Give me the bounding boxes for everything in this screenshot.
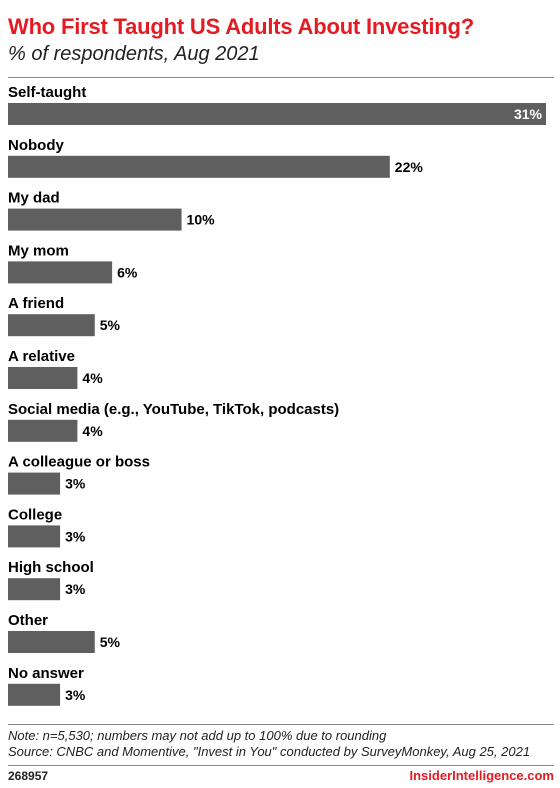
category-label: Self-taught — [8, 84, 86, 101]
category-label: College — [8, 506, 62, 523]
value-label: 10% — [187, 212, 216, 228]
bar — [8, 155, 390, 178]
category-label: A relative — [8, 348, 75, 365]
chart-note: Note: n=5,530; numbers may not add up to… — [8, 728, 387, 743]
bar — [8, 525, 61, 548]
value-label: 3% — [65, 581, 86, 597]
bar — [8, 261, 113, 284]
chart-subtitle: % of respondents, Aug 2021 — [8, 43, 260, 65]
chart-source: Source: CNBC and Momentive, "Invest in Y… — [8, 744, 531, 759]
category-label: Social media (e.g., YouTube, TikTok, pod… — [8, 401, 339, 418]
value-label: 5% — [100, 317, 121, 333]
bar — [8, 367, 78, 389]
bar — [8, 314, 95, 337]
top-divider — [8, 77, 554, 78]
category-label: Nobody — [8, 137, 64, 154]
value-label: 3% — [65, 528, 86, 544]
chart-title: Who First Taught US Adults About Investi… — [8, 14, 474, 39]
value-label: 4% — [82, 370, 103, 386]
bar — [8, 208, 182, 231]
value-label: 5% — [100, 634, 121, 650]
bar — [8, 683, 61, 706]
bar — [8, 103, 546, 125]
bar — [8, 578, 61, 601]
footer-divider — [8, 765, 554, 766]
bar-chart: Self-taught 31% Nobody 22% My dad 10% My mom 6%… — [8, 84, 546, 706]
bar — [8, 631, 95, 653]
category-label: Other — [8, 612, 48, 629]
chart-id: 268957 — [8, 769, 49, 783]
bottom-divider — [8, 724, 554, 725]
brand-link[interactable]: InsiderIntelligence.com — [409, 768, 555, 783]
bar — [8, 419, 78, 442]
value-label: 3% — [65, 687, 86, 703]
category-label: No answer — [8, 665, 84, 682]
value-label: 4% — [82, 423, 103, 439]
category-label: A friend — [8, 295, 64, 312]
value-label: 31% — [514, 106, 543, 122]
value-label: 6% — [117, 264, 138, 280]
value-label: 22% — [395, 159, 424, 175]
bar — [8, 472, 61, 495]
value-label: 3% — [65, 476, 86, 492]
category-label: My mom — [8, 242, 69, 259]
category-label: High school — [8, 559, 94, 576]
category-label: My dad — [8, 190, 60, 207]
category-label: A colleague or boss — [8, 454, 150, 471]
